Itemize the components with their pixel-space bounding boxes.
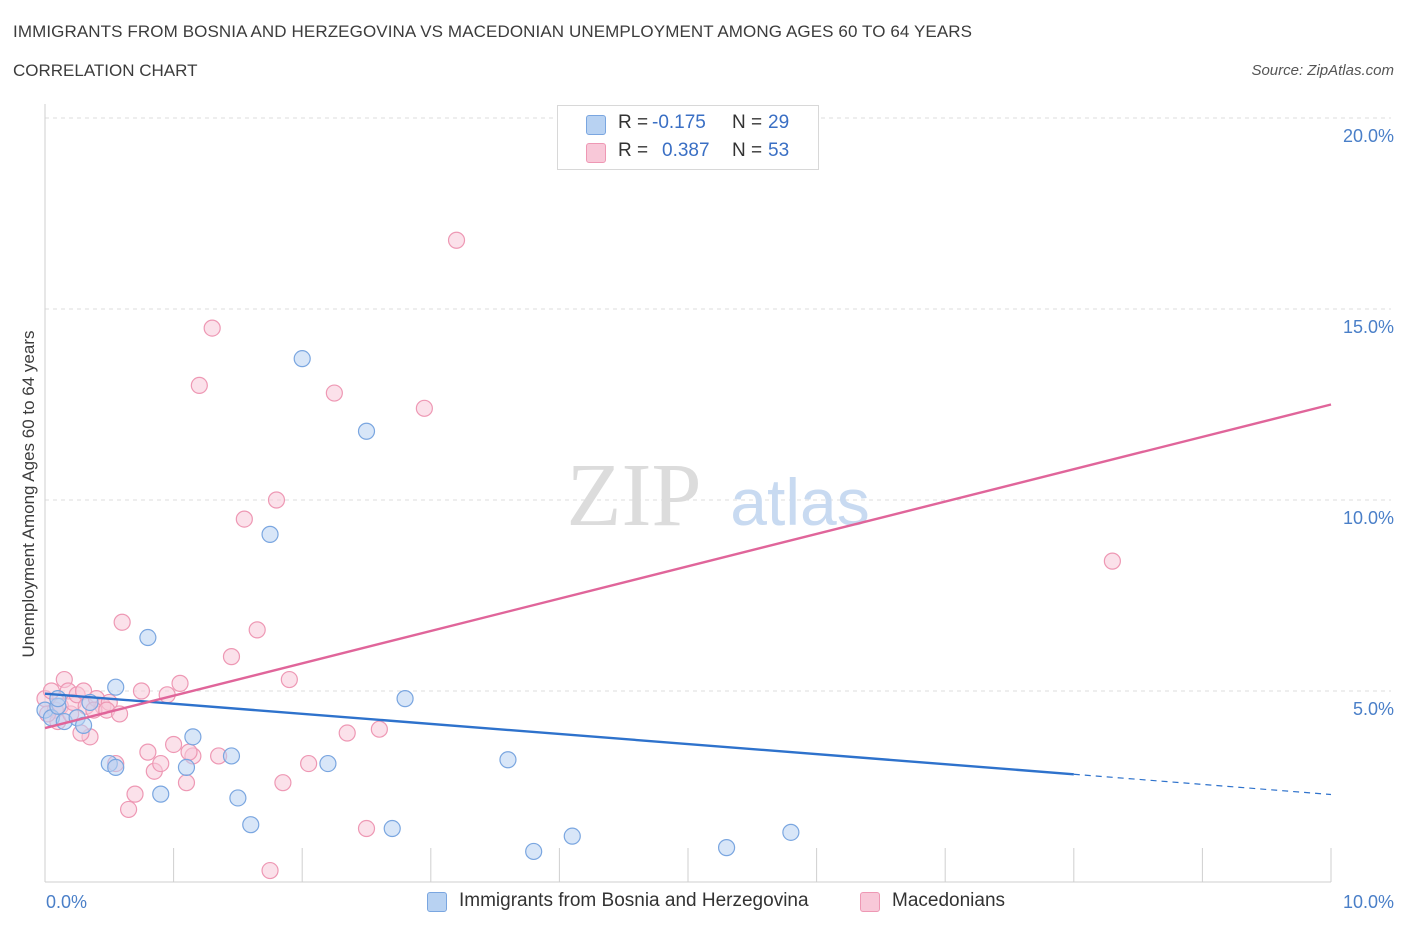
data-point [396, 690, 414, 708]
axes [44, 104, 1332, 883]
legend-swatch-blue [427, 892, 447, 912]
trend-lines [44, 403, 1332, 796]
data-point [357, 422, 376, 440]
legend-label-bosnia: Immigrants from Bosnia and Herzegovina [459, 890, 809, 911]
data-point [177, 758, 196, 777]
data-point [119, 800, 138, 819]
data-point [235, 510, 253, 528]
r-value: -0.175 [652, 112, 706, 133]
chart-title: IMMIGRANTS FROM BOSNIA AND HERZEGOVINA V… [13, 22, 973, 41]
r-label: R = [618, 112, 649, 133]
y-axis-label: Unemployment Among Ages 60 to 64 years [19, 331, 38, 658]
y-tick-labels: 5.0% 10.0% 15.0% 20.0% [1343, 126, 1394, 719]
legend-label-macedonians: Macedonians [892, 890, 1006, 911]
data-point [717, 839, 736, 857]
trend-line [44, 692, 1074, 776]
data-point [203, 319, 221, 337]
data-point [525, 842, 543, 861]
legend-swatch-blue [586, 115, 606, 135]
x-tick-labels: 0.0% 10.0% [46, 892, 1394, 912]
y-tick-label: 5.0% [1353, 699, 1394, 719]
data-point [126, 785, 144, 803]
y-tick-label: 15.0% [1343, 317, 1394, 337]
data-point [165, 735, 183, 754]
data-point [293, 350, 311, 368]
data-point [261, 861, 279, 880]
watermark: ZIP atlas [567, 446, 870, 545]
macedonians-points [36, 231, 1121, 880]
data-point [190, 376, 208, 394]
n-value: 29 [768, 112, 790, 133]
data-point [280, 670, 298, 689]
data-point [184, 728, 202, 746]
data-point [180, 743, 198, 761]
source-label: Source: ZipAtlas.com [1251, 62, 1394, 79]
data-point [139, 628, 157, 647]
data-point [229, 789, 247, 807]
watermark-zip: ZIP [567, 446, 702, 545]
data-point [222, 648, 241, 666]
data-point [415, 399, 433, 417]
data-point [357, 819, 376, 838]
data-point [132, 682, 151, 700]
y-tick-label: 20.0% [1343, 126, 1394, 146]
data-point [261, 525, 279, 543]
data-point [139, 743, 157, 761]
data-point [274, 774, 292, 792]
data-point [222, 747, 241, 765]
data-point [1103, 552, 1121, 570]
n-value: 53 [768, 140, 790, 161]
n-label: N = [732, 112, 763, 133]
data-point [267, 491, 286, 509]
stats-legend: R = -0.175 N = 29 R = 0.387 N = 53 [557, 105, 819, 170]
data-point [242, 816, 260, 834]
data-point [113, 613, 131, 631]
data-point [370, 720, 388, 738]
legend-swatch-pink [586, 143, 606, 163]
data-point [319, 754, 337, 773]
data-point [499, 751, 517, 769]
legend-swatch-pink [860, 892, 880, 912]
data-point [152, 785, 170, 803]
data-point [248, 621, 266, 639]
data-point [563, 827, 581, 845]
data-point [338, 724, 356, 742]
n-label: N = [732, 140, 763, 161]
data-point [107, 758, 125, 777]
data-point [107, 678, 125, 696]
data-point [447, 231, 466, 249]
data-point [325, 384, 343, 402]
r-label: R = [618, 140, 649, 161]
watermark-atlas: atlas [730, 465, 869, 539]
trend-line [44, 403, 1332, 730]
data-point [152, 754, 170, 773]
trend-line-extension [1073, 773, 1332, 796]
data-point [171, 674, 189, 692]
data-point [300, 754, 318, 773]
chart-subtitle: CORRELATION CHART [13, 61, 198, 80]
y-tick-label: 10.0% [1343, 508, 1394, 528]
r-value: 0.387 [662, 140, 710, 161]
data-point [782, 823, 800, 841]
data-point [383, 819, 401, 838]
x-tick-label: 10.0% [1343, 892, 1394, 912]
gridlines [45, 117, 1391, 692]
data-point [177, 774, 196, 792]
bosnia-points [36, 350, 800, 861]
x-tick-label: 0.0% [46, 892, 87, 912]
